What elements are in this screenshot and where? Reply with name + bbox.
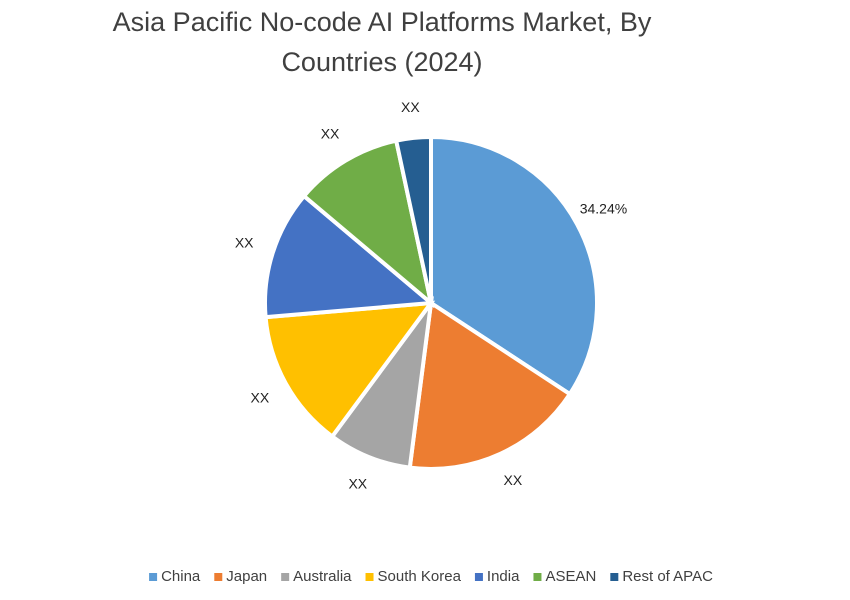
- data-label: XX: [235, 234, 254, 250]
- legend-swatch: [281, 573, 290, 581]
- pie-slice: [263, 300, 436, 440]
- pie-slice: [263, 193, 436, 320]
- legend-swatch: [365, 573, 374, 581]
- legend-swatch: [610, 573, 619, 581]
- legend-label: South Korea: [378, 568, 462, 585]
- legend-label: ASEAN: [545, 568, 596, 585]
- pie-slice: [301, 138, 435, 309]
- legend-label: Rest of APAC: [622, 568, 713, 585]
- data-label: XX: [504, 472, 523, 488]
- data-label: XX: [321, 126, 340, 142]
- legend-label: Japan: [226, 568, 267, 585]
- legend-swatch: [214, 573, 223, 581]
- chart-title: Asia Pacific No-code AI Platforms Market…: [113, 7, 652, 37]
- legend-swatch: [533, 573, 542, 581]
- legend-swatch: [474, 573, 483, 581]
- legend-label: India: [487, 568, 520, 585]
- data-label: XX: [348, 476, 367, 492]
- data-label: XX: [251, 389, 270, 405]
- pie-slice: [407, 299, 573, 471]
- legend-swatch: [149, 573, 158, 581]
- chart-title: Countries (2024): [281, 47, 482, 77]
- data-label: 34.24%: [580, 201, 627, 217]
- pie-slice: [393, 134, 433, 304]
- legend-label: China: [161, 568, 201, 585]
- legend-label: Australia: [293, 568, 352, 585]
- data-label: XX: [401, 99, 420, 115]
